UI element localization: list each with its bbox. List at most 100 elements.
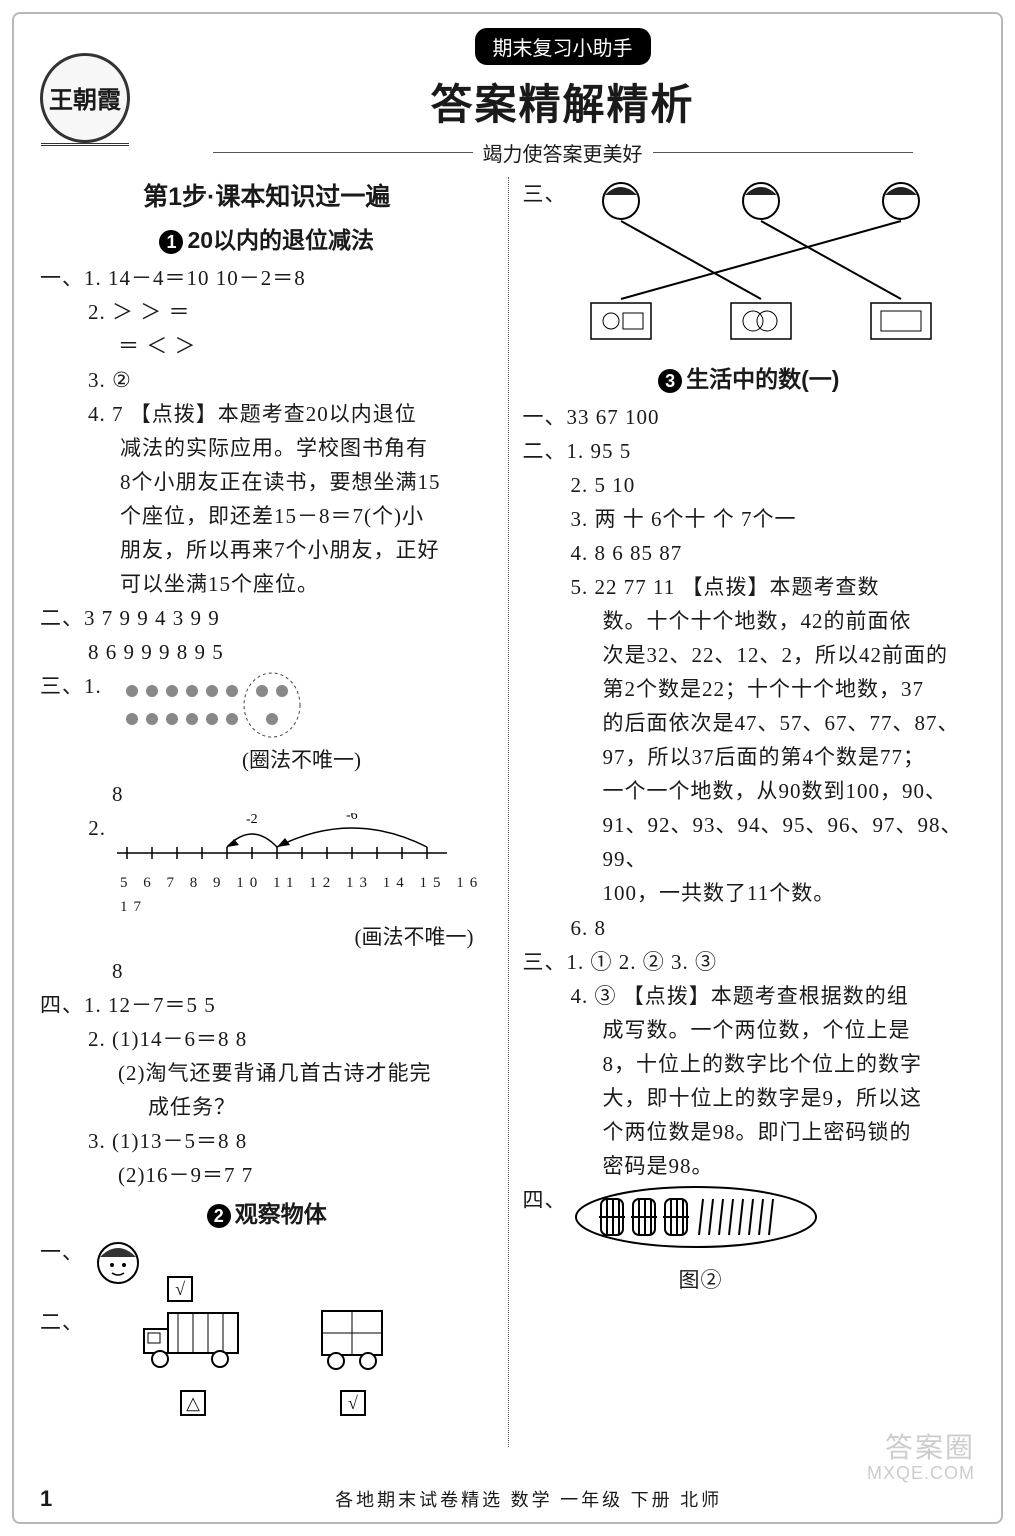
r-section-4: 四、 (523, 1183, 976, 1297)
divider (213, 152, 473, 153)
ans-3-2-note: (画法不唯一) (112, 920, 494, 954)
page-title: 答案精解精析 (150, 71, 975, 132)
brand-logo-text: 王朝霞 (49, 80, 121, 115)
r-3-label: 三、 (523, 177, 571, 357)
r-4-caption: 图② (571, 1263, 831, 1297)
header: 王朝霞 期末复习小助手 答案精解精析 竭力使答案更美好 (40, 28, 975, 167)
ans-3-2-label: 2. (40, 811, 112, 988)
r-ans-3-4e: 个两位数是98。即门上密码锁的 (523, 1115, 976, 1149)
ans-3-1-body: (圈法不唯一) 8 (112, 669, 494, 811)
ans-2b: 8 6 9 9 9 8 9 5 (40, 635, 494, 669)
chapter-2-title: 2观察物体 (40, 1196, 494, 1233)
obs-1-body: √ (88, 1235, 494, 1305)
r-ans-2-3: 3. 两 十 6个十 个 7个一 (523, 502, 976, 536)
number-line-ticks: 5 6 7 8 9 10 11 12 13 14 15 16 17 (112, 871, 494, 920)
truck-side-icon (138, 1305, 248, 1375)
truck-back-icon (308, 1305, 398, 1375)
truck-option-1: △ (138, 1305, 248, 1419)
r-ans-3-4f: 密码是98。 (523, 1149, 976, 1183)
r-ans-2-5f: 97，所以37后面的第4个数是77； (523, 740, 976, 774)
ans-1-4d: 个座位，即还差15－8＝7(个)小 (40, 499, 494, 533)
right-column: 三、 (508, 177, 976, 1447)
number-line-diagram: -2 -6 (112, 813, 452, 869)
r-ans-2-5c: 次是32、22、12、2，所以42前面的 (523, 638, 976, 672)
ans-1-3: 3. ② (40, 363, 494, 397)
chapter-badge-icon: 3 (658, 369, 682, 393)
ans-4-2b: (2)淘气还要背诵几首古诗才能完 (40, 1056, 494, 1090)
chapter-3-title: 3生活中的数(一) (523, 361, 976, 398)
chapter-1-text: 20以内的退位减法 (187, 227, 374, 253)
obs-2-label: 二、 (40, 1305, 88, 1419)
content-columns: 第1步·课本知识过一遍 120以内的退位减法 一、1. 14－4＝10 10－2… (40, 177, 975, 1447)
ans-2a: 二、3 7 9 9 4 3 9 9 (40, 601, 494, 635)
chapter-3-text: 生活中的数(一) (686, 366, 839, 392)
obs-2-body: △ √ (138, 1305, 494, 1419)
ans-1-2a: 2. ＞ ＞ ＝ (40, 295, 494, 329)
ans-1-4c: 8个小朋友正在读书，要想坐满15 (40, 465, 494, 499)
obs-2: 二、 △ (40, 1305, 494, 1419)
ans-3-1-note: (圈法不唯一) (112, 743, 494, 777)
obs-1-label: 一、 (40, 1235, 88, 1305)
r-ans-3-4d: 大，即十位上的数字是9，所以这 (523, 1081, 976, 1115)
triangle-mark-box: △ (180, 1390, 206, 1416)
footer: 1 各地期末试卷精选 数学 一年级 下册 北师 (40, 1486, 975, 1512)
ans-4-1: 四、1. 12－7＝5 5 (40, 988, 494, 1022)
header-pill: 期末复习小助手 (475, 28, 651, 65)
dotted-circle-diagram (112, 671, 372, 741)
r-3-diagram (571, 177, 976, 357)
r-ans-3-4a: 4. ③ 【点拨】本题考查根据数的组 (523, 979, 976, 1013)
left-column: 第1步·课本知识过一遍 120以内的退位减法 一、1. 14－4＝10 10－2… (40, 177, 508, 1447)
r-ans-3-1: 三、1. ① 2. ② 3. ③ (523, 945, 976, 979)
r-ans-2-6: 6. 8 (523, 911, 976, 945)
r-section-3: 三、 (523, 177, 976, 357)
r-ans-2-5a: 5. 22 77 11 【点拨】本题考查数 (523, 570, 976, 604)
r-ans-3-4b: 成写数。一个两位数，个位上是 (523, 1013, 976, 1047)
step-title: 第1步·课本知识过一遍 (40, 177, 494, 218)
r-ans-2-5i: 100，一共数了11个数。 (523, 876, 976, 910)
header-center: 期末复习小助手 答案精解精析 竭力使答案更美好 (150, 28, 975, 167)
obs-1: 一、 √ (40, 1235, 494, 1305)
truck-option-2: √ (308, 1305, 398, 1419)
ans-3-2-body: -2 -6 5 6 7 8 9 10 11 12 13 14 15 16 17 … (112, 811, 494, 988)
ans-4-3a: 3. (1)13－5＝8 8 (40, 1124, 494, 1158)
ans-1-4f: 可以坐满15个座位。 (40, 567, 494, 601)
r-ans-2-5e: 的后面依次是47、57、67、77、87、 (523, 706, 976, 740)
r-ans-2-4: 4. 8 6 85 87 (523, 536, 976, 570)
matching-diagram (571, 177, 951, 347)
chapter-1-title: 120以内的退位减法 (40, 222, 494, 259)
ans-3-2-answer: 8 (112, 954, 494, 988)
ans-1-4a: 4. 7 【点拨】本题考查20以内退位 (40, 397, 494, 431)
bundle-sticks-diagram (571, 1183, 831, 1253)
r-ans-3-4c: 8，十位上的数字比个位上的数字 (523, 1047, 976, 1081)
r-ans-1: 一、33 67 100 (523, 400, 976, 434)
watermark-line1: 答案圈 (867, 1433, 975, 1464)
brand-logo: 王朝霞 (40, 53, 130, 143)
divider (653, 152, 913, 153)
ans-4-3b: (2)16－9＝7 7 (40, 1158, 494, 1192)
page-number: 1 (40, 1486, 52, 1512)
r-ans-2-5d: 第2个数是22；十个十个地数，37 (523, 672, 976, 706)
ans-1-1: 一、1. 14－4＝10 10－2＝8 (40, 261, 494, 295)
subtitle-row: 竭力使答案更美好 (150, 138, 975, 167)
check-mark-box: √ (167, 1276, 193, 1302)
watermark-line2: MXQE.COM (867, 1464, 975, 1484)
r-ans-2-1: 二、1. 95 5 (523, 434, 976, 468)
r-4-body: 图② (571, 1183, 976, 1297)
chapter-badge-icon: 2 (207, 1204, 231, 1228)
ans-4-2a: 2. (1)14－6＝8 8 (40, 1022, 494, 1056)
ans-1-4b: 减法的实际应用。学校图书角有 (40, 431, 494, 465)
subtitle: 竭力使答案更美好 (483, 138, 643, 167)
r-ans-2-5g: 一个一个地数，从90数到100，90、 (523, 774, 976, 808)
ans-3-1-label: 三、1. (40, 669, 112, 811)
ans-3-1: 三、1. (圈法不唯一) 8 (40, 669, 494, 811)
chapter-badge-icon: 1 (159, 230, 183, 254)
ans-4-2c: 成任务？ (40, 1090, 494, 1124)
watermark: 答案圈 MXQE.COM (867, 1433, 975, 1484)
ans-1-2b: ＝ ＜ ＞ (40, 329, 494, 363)
arrow-label-1: -2 (246, 813, 258, 827)
footer-text: 各地期末试卷精选 数学 一年级 下册 北师 (82, 1486, 975, 1512)
ans-1-4e: 朋友，所以再来7个小朋友，正好 (40, 533, 494, 567)
r-ans-2-5b: 数。十个十个地数，42的前面依 (523, 604, 976, 638)
arrow-label-2: -6 (346, 813, 358, 823)
ans-3-1-answer: 8 (112, 777, 494, 811)
